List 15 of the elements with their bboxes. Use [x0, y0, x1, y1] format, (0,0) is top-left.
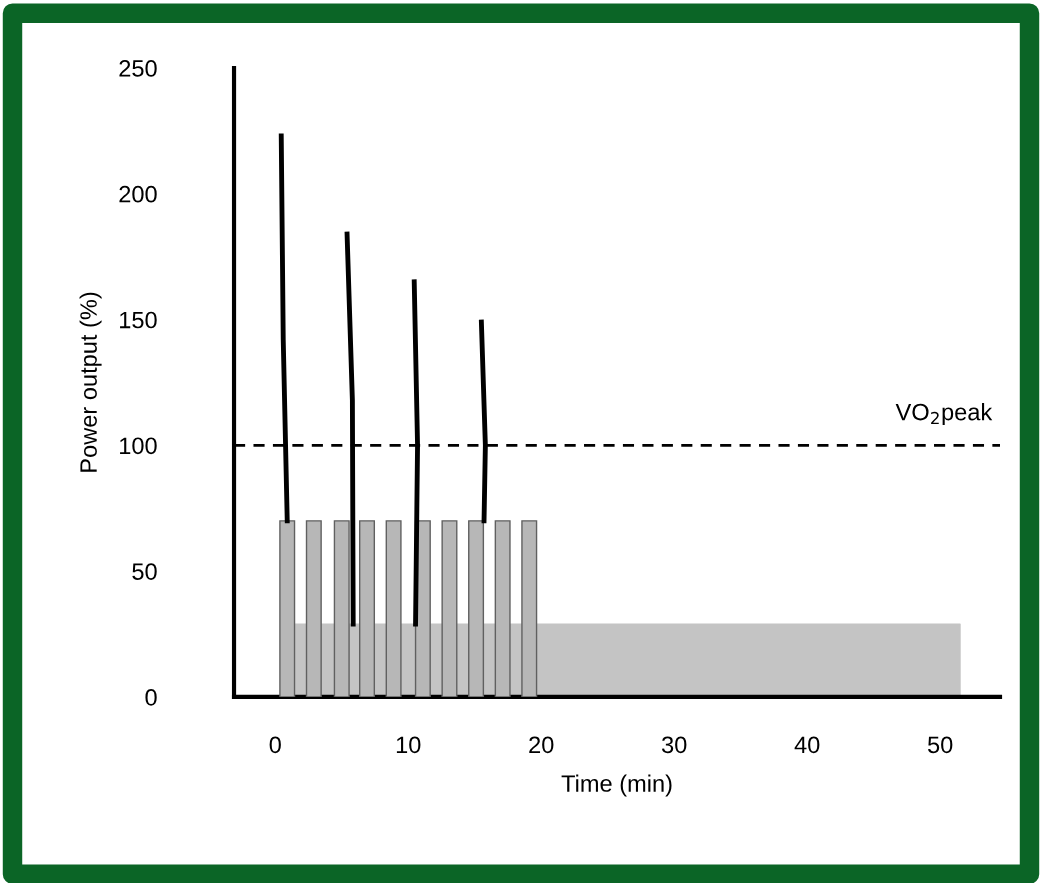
- y-tick-label: 150: [120, 311, 157, 329]
- x-tick-label: 0: [269, 736, 281, 754]
- y-tick-label: 250: [119, 60, 157, 77]
- y-axis-title: Power output (%): [79, 292, 102, 472]
- y-tick-label: 50: [132, 563, 157, 580]
- x-tick-label: 40: [794, 736, 820, 754]
- x-tick-label: 30: [661, 736, 687, 754]
- y-tick-label: 100: [120, 437, 157, 455]
- y-tick-label: 200: [119, 185, 157, 203]
- x-tick-label: 50: [927, 736, 953, 754]
- x-axis-title: Time (min): [561, 774, 672, 797]
- ref-line-label: VO$_{2}$peak: [895, 403, 993, 426]
- x-tick-label: 20: [529, 736, 554, 754]
- x-tick-label: 10: [396, 736, 421, 754]
- y-tick-label: 0: [145, 689, 157, 706]
